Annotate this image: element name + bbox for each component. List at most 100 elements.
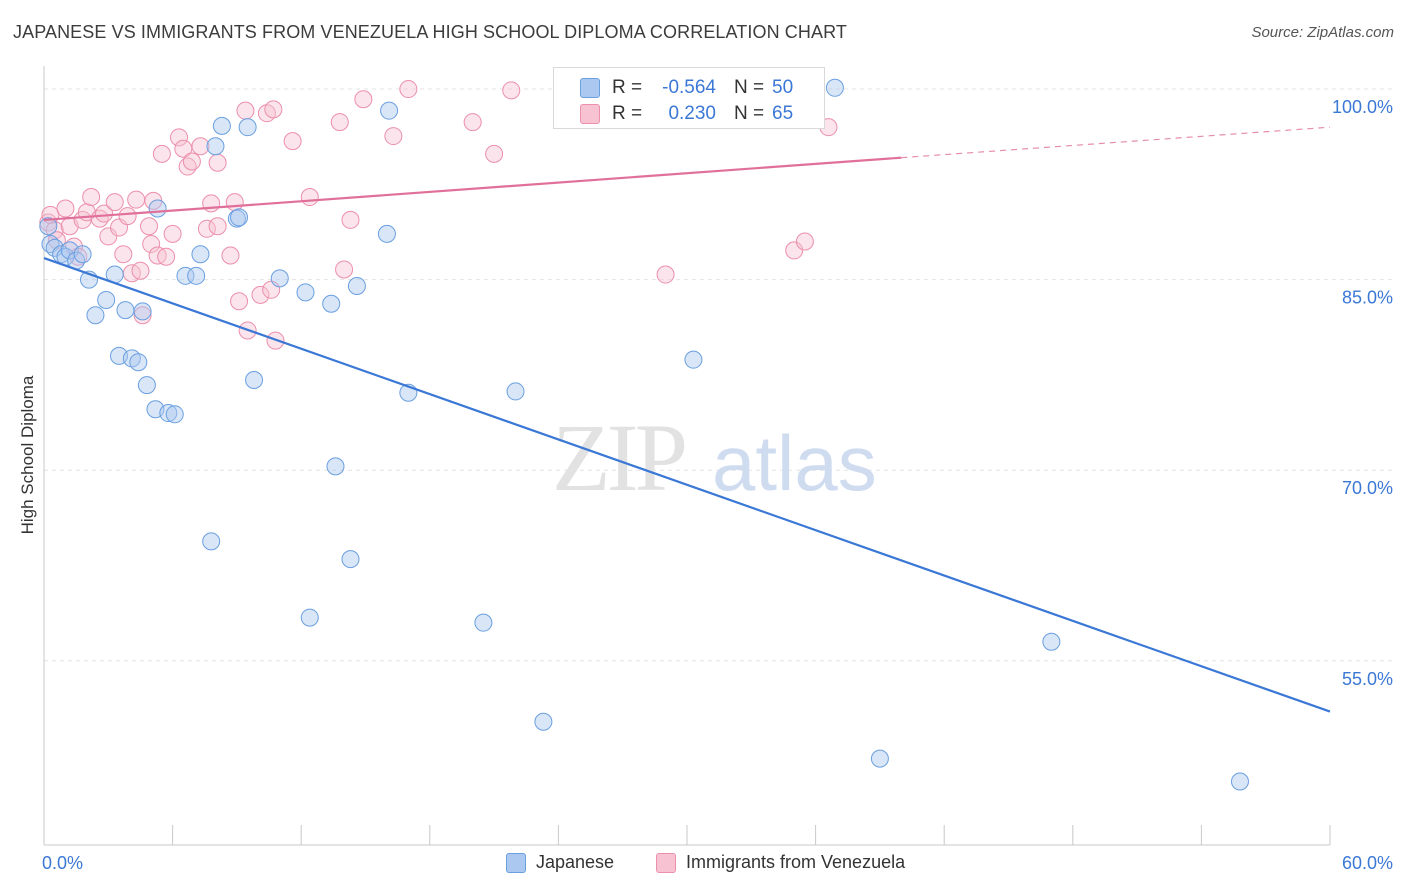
venezuela-point [251, 285, 270, 304]
japanese-point [1042, 632, 1061, 651]
x-tick-label: 0.0% [42, 853, 83, 873]
venezuela-point [127, 190, 146, 209]
venezuela-point [225, 193, 244, 212]
venezuela-point [152, 144, 171, 163]
japanese-point [270, 269, 289, 288]
japanese-point [506, 382, 525, 401]
japanese-point [238, 118, 257, 137]
japanese-point [347, 276, 366, 295]
venezuela-point [99, 227, 118, 246]
venezuela-point [140, 217, 159, 236]
japanese-point [129, 353, 148, 372]
japanese-points [39, 78, 1249, 791]
japanese-point [133, 302, 152, 321]
venezuela-point [335, 260, 354, 279]
venezuela-point [114, 245, 133, 264]
japanese-point [377, 224, 396, 243]
y-tick-label: 85.0% [1342, 288, 1393, 308]
legend-item-japanese[interactable]: Japanese [506, 852, 614, 873]
venezuela-point [157, 247, 176, 266]
japanese-point [73, 245, 92, 264]
n-value: 50 [772, 77, 794, 98]
japanese-point [137, 376, 156, 395]
y-tick-label: 70.0% [1342, 478, 1393, 498]
venezuela-point [330, 113, 349, 132]
japanese-legend-swatch [506, 852, 526, 873]
n-label: N = [734, 103, 765, 124]
y-tick-label: 55.0% [1342, 669, 1393, 689]
venezuela-point [202, 194, 221, 213]
japanese-point [159, 404, 178, 423]
venezuela-point [95, 204, 114, 223]
chart-title: JAPANESE VS IMMIGRANTS FROM VENEZUELA HI… [13, 22, 847, 42]
inset-legend-row-japanese: R = -0.564 N = 50 [554, 75, 824, 101]
n-value: 65 [772, 103, 794, 124]
japanese-point [534, 712, 553, 731]
venezuela-point [384, 127, 403, 146]
r-label: R = [612, 77, 643, 98]
venezuela-point [221, 246, 240, 265]
venezuela-point [795, 232, 814, 251]
venezuela-point [118, 207, 137, 226]
japanese-point [116, 301, 135, 320]
venezuela-point [174, 139, 193, 158]
japanese-point [206, 137, 225, 156]
venezuela-point [230, 292, 249, 311]
trend-lines [43, 126, 1331, 713]
r-value: 0.230 [668, 103, 716, 124]
japanese-point [45, 238, 64, 257]
japanese-point [870, 749, 889, 768]
venezuela-point [264, 100, 283, 119]
venezuela-point [300, 188, 319, 207]
y-tick-label: 100.0% [1332, 97, 1393, 117]
venezuela-point [56, 199, 75, 218]
venezuela-point [182, 152, 201, 171]
venezuela-point [142, 235, 161, 254]
japanese-point [296, 283, 315, 302]
venezuela-point [399, 80, 418, 99]
japanese-trend-line [43, 256, 1331, 713]
japanese-point [245, 371, 264, 389]
japanese-swatch [580, 78, 600, 98]
venezuela-point [208, 217, 227, 236]
venezuela-point [82, 188, 101, 207]
r-value: -0.564 [662, 77, 716, 98]
inset-legend-row-venezuela: R = 0.230 N = 65 [554, 101, 824, 127]
japanese-point [202, 532, 221, 551]
venezuela-point [485, 144, 504, 163]
japanese-point [326, 457, 345, 476]
watermark: ZIP atlas [552, 404, 877, 511]
japanese-point [148, 199, 167, 218]
japanese-point [684, 350, 703, 369]
japanese-point [176, 266, 195, 285]
venezuela-point [656, 265, 675, 284]
japanese-point [380, 101, 399, 120]
japanese-point [97, 290, 116, 309]
venezuela-point [283, 132, 302, 151]
japanese-point [230, 208, 249, 227]
japanese-point [39, 217, 58, 236]
tick-labels: 100.0% 85.0% 70.0% 55.0% 0.0% 60.0% [42, 97, 1393, 873]
japanese-point [191, 245, 210, 264]
venezuela-point [502, 81, 521, 100]
venezuela-point [463, 113, 482, 132]
venezuela-point [170, 128, 189, 147]
venezuela-point [354, 90, 373, 109]
venezuela-point [133, 306, 152, 325]
watermark-zip: ZIP [552, 404, 685, 511]
japanese-point [165, 405, 184, 424]
x-tick-label: 60.0% [1342, 853, 1393, 873]
japanese-point [322, 294, 341, 313]
legend-item-venezuela[interactable]: Immigrants from Venezuela [656, 852, 905, 873]
japanese-point [187, 266, 206, 285]
venezuela-swatch [580, 104, 600, 124]
venezuela-point [236, 101, 255, 120]
venezuela-point [785, 241, 804, 260]
venezuela-point [341, 210, 360, 229]
japanese-point [86, 306, 105, 325]
inset-legend: R = -0.564 N = 50 R = 0.230 N = 65 [553, 67, 825, 129]
venezuela-point [131, 261, 150, 280]
bottom-legend: Japanese Immigrants from Venezuela [0, 852, 1406, 878]
legend-label: Immigrants from Venezuela [686, 852, 906, 872]
watermark-atlas: atlas [712, 419, 877, 507]
